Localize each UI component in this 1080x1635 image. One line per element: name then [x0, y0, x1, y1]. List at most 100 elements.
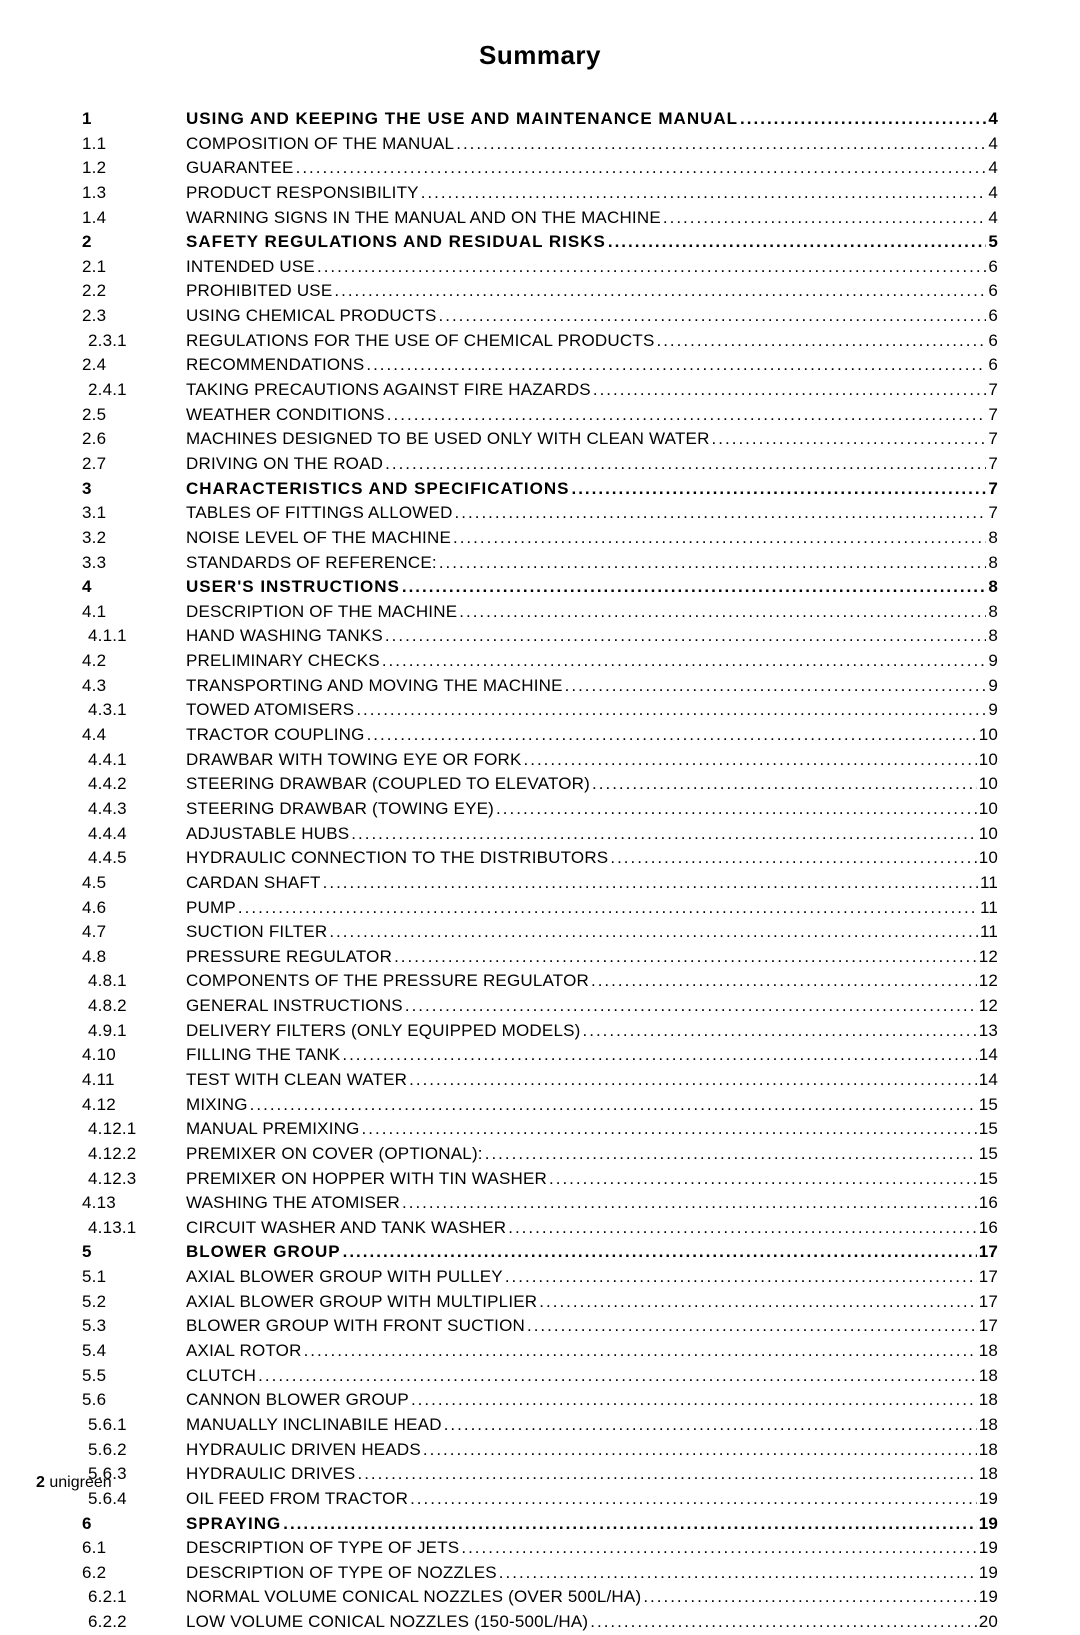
toc-entry: 2.4.1TAKING PRECAUTIONS AGAINST FIRE HAZ…: [82, 378, 998, 403]
toc-leader-dots: [256, 1364, 977, 1389]
toc-entry: 4USER'S INSTRUCTIONS8: [82, 575, 998, 600]
toc-page: 4: [986, 206, 998, 231]
toc-number: 1.3: [82, 181, 186, 206]
toc-entry: 5.6.1MANUALLY INCLINABILE HEAD18: [82, 1413, 998, 1438]
toc-label: DELIVERY FILTERS (ONLY EQUIPPED MODELS): [186, 1019, 581, 1044]
toc-entry: 2.1INTENDED USE 6: [82, 255, 998, 280]
toc-leader-dots: [281, 1512, 976, 1537]
toc-entry: 4.3TRANSPORTING AND MOVING THE MACHINE9: [82, 674, 998, 699]
toc-number: 4.12: [82, 1093, 186, 1118]
toc-label: TAKING PRECAUTIONS AGAINST FIRE HAZARDS: [186, 378, 591, 403]
toc-entry: 4.4.5HYDRAULIC CONNECTION TO THE DISTRIB…: [82, 846, 998, 871]
toc-entry: 4.12MIXING15: [82, 1093, 998, 1118]
toc-entry: 3.3STANDARDS OF REFERENCE:8: [82, 551, 998, 576]
toc-label: PREMIXER ON HOPPER WITH TIN WASHER: [186, 1167, 547, 1192]
toc-page: 11: [978, 896, 998, 921]
toc-leader-dots: [407, 1068, 977, 1093]
toc-leader-dots: [494, 797, 977, 822]
toc-leader-dots: [302, 1339, 977, 1364]
toc-number: 2.1: [82, 255, 186, 280]
toc-entry: 4.4TRACTOR COUPLING10: [82, 723, 998, 748]
toc-number: 3.2: [82, 526, 186, 551]
toc-label: TRANSPORTING AND MOVING THE MACHINE: [186, 674, 563, 699]
toc-leader-dots: [591, 378, 987, 403]
toc-entry: 2.4RECOMMENDATIONS6: [82, 353, 998, 378]
toc-page: 8: [986, 600, 998, 625]
toc-label: CANNON BLOWER GROUP: [186, 1388, 409, 1413]
toc-leader-dots: [321, 871, 978, 896]
toc-entry: 4.13.1CIRCUIT WASHER AND TANK WASHER16: [82, 1216, 998, 1241]
toc-number: 3.3: [82, 551, 186, 576]
toc-page: 19: [977, 1561, 998, 1586]
toc-label: COMPONENTS OF THE PRESSURE REGULATOR: [186, 969, 589, 994]
toc-leader-dots: [437, 551, 987, 576]
toc-number: 5.3: [82, 1314, 186, 1339]
toc-leader-dots: [497, 1561, 977, 1586]
toc-leader-dots: [248, 1093, 977, 1118]
toc-number: 5.2: [82, 1290, 186, 1315]
toc-entry: 5.6.4OIL FEED FROM TRACTOR19: [82, 1487, 998, 1512]
toc-number: 5.5: [82, 1364, 186, 1389]
toc-number: 1: [82, 107, 186, 132]
toc-leader-dots: [459, 1536, 976, 1561]
toc-number: 2: [82, 230, 186, 255]
toc-leader-dots: [385, 403, 987, 428]
toc-label: HYDRAULIC CONNECTION TO THE DISTRIBUTORS: [186, 846, 608, 871]
toc-entry: 2.3USING CHEMICAL PRODUCTS6: [82, 304, 998, 329]
toc-number: 5.6: [82, 1388, 186, 1413]
toc-leader-dots: [355, 1462, 976, 1487]
toc-label: NOISE LEVEL OF THE MACHINE: [186, 526, 451, 551]
toc-label: SPRAYING: [186, 1512, 281, 1537]
toc-page: 19: [977, 1536, 998, 1561]
toc-entry: 6.1DESCRIPTION OF TYPE OF JETS19: [82, 1536, 998, 1561]
toc-leader-dots: [525, 1314, 977, 1339]
toc-number: 4.1.1: [82, 624, 186, 649]
toc-label: BLOWER GROUP WITH FRONT SUCTION: [186, 1314, 525, 1339]
toc-page: 16: [977, 1216, 998, 1241]
toc-label: LOW VOLUME CONICAL NOZZLES (150-500L/HA): [186, 1610, 588, 1635]
toc-leader-dots: [364, 353, 986, 378]
toc-entry: 4.8.1COMPONENTS OF THE PRESSURE REGULATO…: [82, 969, 998, 994]
toc-label: CLUTCH: [186, 1364, 256, 1389]
toc-leader-dots: [661, 206, 986, 231]
toc-page: 13: [977, 1019, 998, 1044]
toc-page: 6: [986, 329, 998, 354]
toc-number: 6.2.1: [82, 1585, 186, 1610]
toc-label: CHARACTERISTICS AND SPECIFICATIONS: [186, 477, 569, 502]
toc-page: 17: [977, 1314, 998, 1339]
toc-leader-dots: [581, 1019, 977, 1044]
toc-page: 6: [986, 255, 998, 280]
toc-page: 7: [986, 378, 998, 403]
toc-label: MACHINES DESIGNED TO BE USED ONLY WITH C…: [186, 427, 710, 452]
toc-number: 6.2.2: [82, 1610, 186, 1635]
toc-leader-dots: [588, 1610, 976, 1635]
toc-label: STANDARDS OF REFERENCE:: [186, 551, 437, 576]
toc-page: 12: [977, 969, 998, 994]
toc-number: 4.1: [82, 600, 186, 625]
toc-entry: 4.6PUMP11: [82, 896, 998, 921]
toc-label: INTENDED USE: [186, 255, 315, 280]
toc-page: 17: [977, 1290, 998, 1315]
toc-page: 11: [978, 920, 998, 945]
toc-label: ADJUSTABLE HUBS: [186, 822, 349, 847]
toc-leader-dots: [341, 1240, 977, 1265]
toc-page: 4: [986, 132, 998, 157]
toc-leader-dots: [608, 846, 976, 871]
toc-entry: 4.4.2STEERING DRAWBAR (COUPLED TO ELEVAT…: [82, 772, 998, 797]
toc-page: 4: [986, 181, 998, 206]
toc-number: 4.8: [82, 945, 186, 970]
toc-label: DESCRIPTION OF THE MACHINE: [186, 600, 457, 625]
toc-entry: 6.2.2LOW VOLUME CONICAL NOZZLES (150-500…: [82, 1610, 998, 1635]
toc-entry: 4.5CARDAN SHAFT11: [82, 871, 998, 896]
toc-leader-dots: [451, 526, 986, 551]
toc-page: 6: [986, 279, 998, 304]
toc-leader-dots: [454, 132, 986, 157]
toc-number: 4.8.1: [82, 969, 186, 994]
toc-label: DESCRIPTION OF TYPE OF JETS: [186, 1536, 459, 1561]
toc-leader-dots: [654, 329, 986, 354]
toc-page: 15: [977, 1142, 998, 1167]
toc-page: 14: [977, 1068, 998, 1093]
toc-number: 2.7: [82, 452, 186, 477]
toc-number: 4.12.3: [82, 1167, 186, 1192]
toc-page: 15: [977, 1167, 998, 1192]
